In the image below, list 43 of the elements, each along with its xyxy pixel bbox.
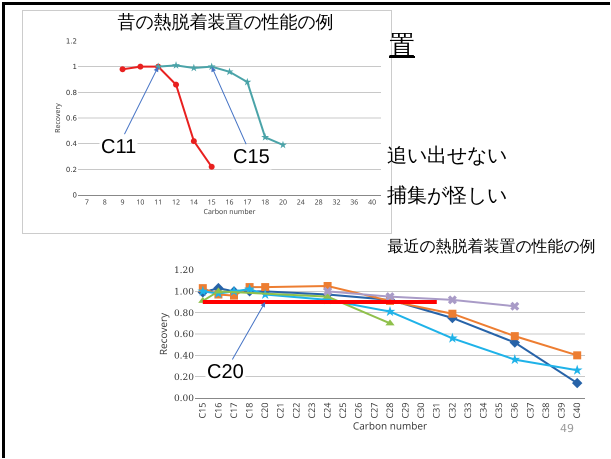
- x-tick-label: C39: [554, 402, 568, 419]
- text: 捕集が怪しい: [387, 182, 507, 209]
- x-tick-label: C23: [304, 402, 318, 419]
- x-tick-label: C25: [336, 402, 350, 419]
- x-tick-label: C15: [196, 402, 209, 419]
- annotation: C20: [207, 361, 244, 383]
- x-tick-label: C28: [382, 402, 396, 419]
- y-tick-label: 0.20: [174, 372, 194, 383]
- y-axis-title: Recovery: [156, 312, 170, 356]
- x-tick-label: C38: [538, 402, 552, 419]
- x-tick-label: C32: [445, 402, 458, 419]
- x-tick-label: C20: [258, 402, 272, 419]
- chart-title: 昔の熱脱着装置の性能の例: [117, 12, 334, 34]
- x-tick-label: C21: [274, 402, 287, 419]
- x-tick-label: C34: [476, 402, 490, 419]
- x-tick-label: C24: [320, 402, 334, 419]
- x-tick-label: C36: [508, 402, 521, 419]
- y-tick-label: 1.00: [174, 287, 194, 298]
- annotation: C11: [101, 136, 136, 158]
- text: 置: [389, 30, 415, 63]
- x-tick-label: C31: [430, 402, 443, 419]
- x-tick-label: C22: [289, 402, 302, 419]
- text: 追い出せない: [387, 142, 507, 169]
- y-tick-label: 1.20: [174, 266, 194, 276]
- x-tick-label: C18: [242, 402, 256, 419]
- x-tick-label: C37: [523, 402, 536, 419]
- y-tick-label: 0.00: [174, 394, 194, 404]
- y-tick-label: 0.40: [174, 351, 194, 362]
- x-tick-label: C26: [352, 402, 365, 419]
- y-tick-label: 0.80: [174, 308, 194, 319]
- x-tick-label: C17: [226, 402, 240, 419]
- x-tick-label: C35: [492, 402, 506, 419]
- annotation: C15: [233, 146, 270, 168]
- x-tick-label: C27: [367, 402, 380, 419]
- text: 49: [560, 422, 574, 435]
- chart-title: 最近の熱脱着装置の性能の例: [388, 236, 596, 256]
- x-tick-label: C29: [398, 402, 412, 419]
- x-tick-label: C33: [460, 402, 474, 419]
- y-tick-label: 0.60: [174, 330, 194, 340]
- x-tick-label: C40: [570, 402, 584, 419]
- x-tick-label: C30: [414, 402, 428, 419]
- x-tick-label: C16: [211, 402, 224, 419]
- x-axis-title: Carbon number: [352, 418, 428, 433]
